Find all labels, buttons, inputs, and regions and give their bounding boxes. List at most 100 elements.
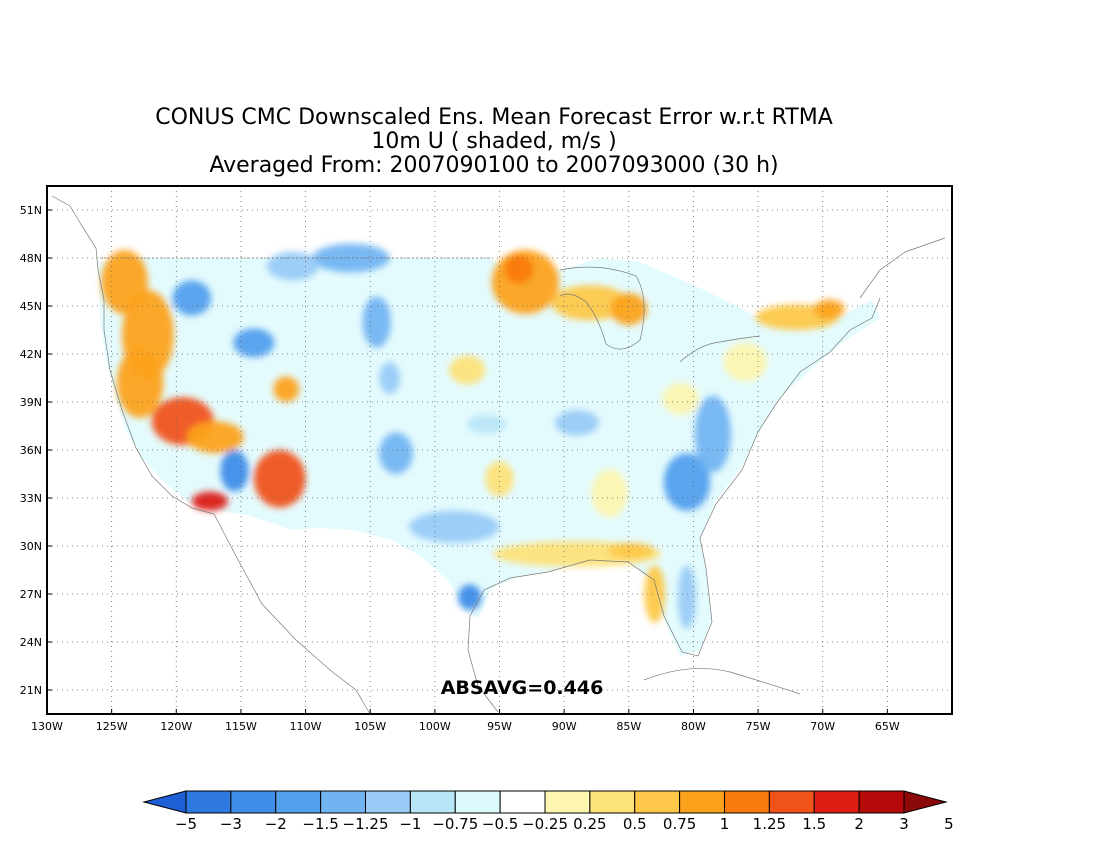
colorbar-label: 1.25 [753, 815, 786, 833]
longitude-tick-label: 105W [354, 720, 386, 733]
gulf-mexico-coast-line [467, 615, 499, 713]
title-line-3: Averaged From: 2007090100 to 2007093000 … [209, 153, 778, 178]
colorbar-label: −0.5 [482, 815, 518, 833]
colorbar-label: 1.5 [802, 815, 826, 833]
colorbar-swatch [679, 790, 725, 814]
colorbar-label: 3 [899, 815, 909, 833]
colorbar-swatch [454, 790, 501, 814]
title-line-2: 10m U ( shaded, m/s ) [371, 129, 616, 154]
colorbar-label: 2 [854, 815, 864, 833]
colorbar-swatch [365, 790, 411, 814]
latitude-tick-label: 51N [20, 204, 42, 217]
colorbar-arrow-high [903, 790, 948, 814]
error-patch [379, 362, 400, 394]
colorbar-swatch [320, 790, 366, 814]
error-patch [186, 421, 244, 454]
error-patch [458, 584, 482, 610]
map-frame [46, 185, 953, 715]
latitude-tick-label: 27N [20, 588, 42, 601]
error-patch [253, 450, 306, 508]
error-patch [172, 280, 212, 316]
error-patch [266, 251, 319, 281]
absavg-label: ABSAVG=0.446 [441, 677, 604, 699]
longitude-tick-label: 90W [552, 720, 577, 733]
longitude-tick-label: 110W [290, 720, 322, 733]
longitude-tick-label: 130W [31, 720, 63, 733]
latitude-tick-label: 42N [20, 348, 42, 361]
longitude-tick-label: 80W [681, 720, 706, 733]
longitude-tick-label: 100W [419, 720, 451, 733]
error-patch [362, 296, 391, 348]
error-patch [116, 347, 164, 418]
colorbar-label: −5 [175, 815, 197, 833]
colorbar-swatch [185, 790, 232, 814]
baja-coast-line [213, 513, 371, 715]
error-patch [449, 355, 486, 385]
colorbar-label: −1 [399, 815, 421, 833]
latitude-tick-label: 21N [20, 684, 42, 697]
error-patch [555, 410, 600, 436]
colorbar-swatch [544, 790, 591, 814]
longitude-tick-label: 75W [746, 720, 771, 733]
latitude-tick-label: 48N [20, 252, 42, 265]
latitude-tick-label: 39N [20, 396, 42, 409]
colorbar-label: 1 [720, 815, 730, 833]
great-lakes-line [559, 266, 645, 350]
colorbar-label: −0.25 [522, 815, 568, 833]
colorbar-label: 0.75 [663, 815, 696, 833]
coastline-outlines [51, 195, 946, 715]
colorbar-swatch [230, 790, 277, 814]
longitude-tick-label: 120W [160, 720, 192, 733]
error-patch [610, 293, 647, 326]
latitude-tick-label: 30N [20, 540, 42, 553]
colorbar-swatch [768, 790, 815, 814]
longitude-tick-label: 65W [875, 720, 900, 733]
error-patch [485, 461, 514, 497]
error-patch [409, 510, 500, 543]
error-patch [379, 432, 413, 475]
error-patch [662, 382, 699, 415]
error-patch [220, 450, 249, 492]
error-patch [312, 243, 390, 273]
latitude-tick-label: 24N [20, 636, 42, 649]
error-patch [591, 469, 628, 518]
longitude-tick-label: 125W [96, 720, 128, 733]
lake-erie-ontario-line [679, 335, 761, 363]
map-panel: 130W 125W 120W 115W 110W 105W 100W 95W 90W 85W 80W… [20, 185, 953, 733]
error-patch [608, 542, 655, 559]
error-patch [723, 342, 768, 382]
longitude-tick-label: 70W [810, 720, 835, 733]
longitude-tick-label: 115W [225, 720, 257, 733]
west-coast-line [51, 195, 215, 515]
error-patch [644, 565, 665, 623]
colorbar-label: −1.5 [302, 815, 338, 833]
colorbar-swatch [275, 790, 322, 814]
longitude-tick-label: 95W [487, 720, 512, 733]
map-axis-labels: 130W 125W 120W 115W 110W 105W 100W 95W 90W 85W 80W… [20, 204, 900, 733]
colorbar-swatch [634, 790, 681, 814]
colorbar-label: −0.75 [432, 815, 478, 833]
colorbar-label: −1.25 [343, 815, 389, 833]
error-patch [663, 453, 711, 511]
error-patch [467, 414, 506, 434]
conus-field-base [98, 258, 880, 656]
colorbar-swatch [409, 790, 456, 814]
colorbar-swatch [499, 790, 546, 814]
error-patch [677, 565, 697, 630]
longitude-tick-label: 85W [616, 720, 641, 733]
error-patch [273, 376, 300, 403]
cuba-line [643, 668, 801, 695]
colorbar-label: 5 [944, 815, 954, 833]
latitude-tick-label: 45N [20, 300, 42, 313]
title-line-1: CONUS CMC Downscaled Ens. Mean Forecast … [155, 105, 833, 130]
colorbar: −5 −3 −2 −1.5 −1.25 −1 −0.75 −0.5 −0.25 0.25 0.5 0.… [142, 790, 954, 833]
colorbar-swatch [858, 790, 905, 814]
colorbar-swatch [589, 790, 636, 814]
colorbar-swatch [724, 790, 770, 814]
latitude-tick-label: 36N [20, 444, 42, 457]
colorbar-label: −2 [265, 815, 287, 833]
gulf-coast-line [469, 297, 881, 657]
shaded-error-field [101, 243, 845, 630]
colorbar-label: 0.25 [573, 815, 606, 833]
